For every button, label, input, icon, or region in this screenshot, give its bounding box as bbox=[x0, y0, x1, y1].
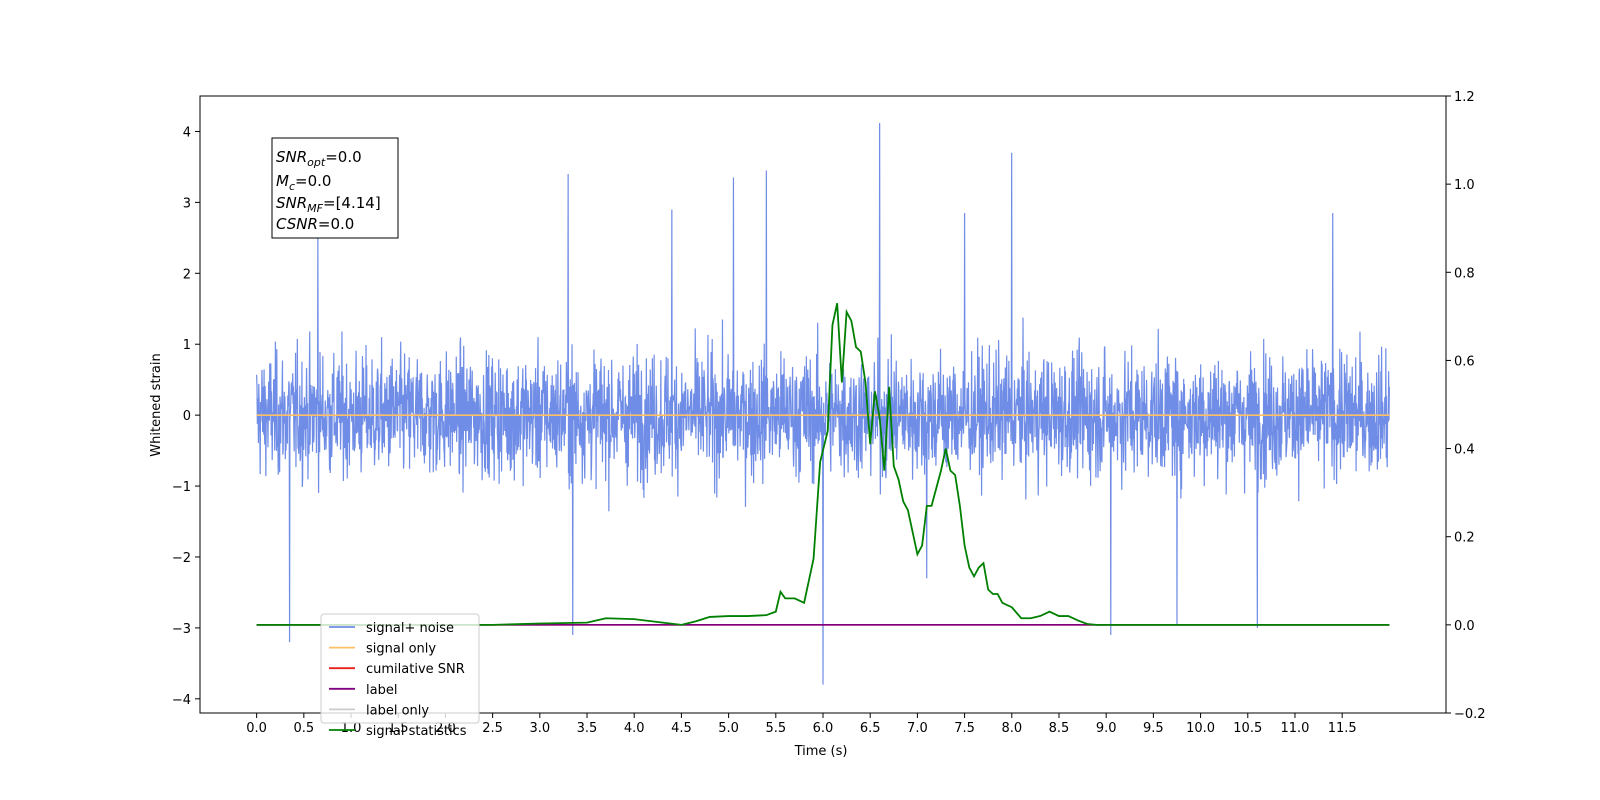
y-right-tick-label: 0.0 bbox=[1454, 619, 1475, 634]
series-signal-statistics bbox=[256, 302, 1390, 626]
x-tick-label: 1.5 bbox=[388, 721, 409, 736]
x-tick-label: 10.5 bbox=[1233, 721, 1262, 736]
x-tick-label: 0.0 bbox=[246, 721, 267, 736]
info-line-csnr: CSNR=0.0 bbox=[276, 215, 354, 233]
x-tick-label: 8.0 bbox=[1001, 721, 1022, 736]
x-tick-label: 0.5 bbox=[293, 721, 314, 736]
legend-label: signal+ noise bbox=[366, 621, 454, 636]
x-tick-label: 9.0 bbox=[1096, 721, 1117, 736]
x-tick-label: 11.0 bbox=[1280, 721, 1309, 736]
x-tick-label: 1.0 bbox=[341, 721, 362, 736]
x-tick-label: 7.5 bbox=[954, 721, 975, 736]
legend-label: signal statistics bbox=[366, 724, 467, 739]
y-left-tick-label: 3 bbox=[183, 196, 191, 211]
x-tick-label: 3.5 bbox=[577, 721, 598, 736]
x-tick-label: 3.0 bbox=[529, 721, 550, 736]
y-right-tick-label: −0.2 bbox=[1454, 707, 1486, 722]
y-right-tick-label: 1.2 bbox=[1454, 90, 1475, 105]
x-tick-label: 9.5 bbox=[1143, 721, 1164, 736]
x-tick-label: 6.0 bbox=[813, 721, 834, 736]
y-right-tick-label: 0.2 bbox=[1454, 531, 1475, 546]
y-right-tick-label: 0.8 bbox=[1454, 266, 1475, 281]
x-tick-label: 7.0 bbox=[907, 721, 928, 736]
x-tick-label: 5.0 bbox=[718, 721, 739, 736]
y-left-tick-label: −1 bbox=[172, 480, 191, 495]
y-right-tick-label: 0.6 bbox=[1454, 354, 1475, 369]
legend-label: label bbox=[366, 683, 397, 698]
y-axis-right-ticks: −0.2 0.0 0.2 0.4 0.6 0.8 1.0 1.2 bbox=[1446, 90, 1486, 722]
legend: signal+ noise signal only cumilative SNR la… bbox=[320, 613, 480, 739]
info-line-snr-mf: SNRMF=[4.14] bbox=[276, 194, 381, 215]
y-axis-left-ticks: −4 −3 −2 −1 0 1 2 3 4 bbox=[172, 125, 200, 708]
x-tick-label: 6.5 bbox=[860, 721, 881, 736]
x-tick-label: 8.5 bbox=[1049, 721, 1070, 736]
y-left-tick-label: 1 bbox=[183, 338, 191, 353]
y-right-tick-label: 0.4 bbox=[1454, 443, 1475, 458]
y-left-tick-label: 0 bbox=[183, 409, 191, 424]
x-tick-label: 10.0 bbox=[1186, 721, 1215, 736]
series-signal-noise bbox=[256, 122, 1390, 685]
x-axis-label: Time (s) bbox=[794, 744, 848, 759]
y-left-tick-label: 2 bbox=[183, 267, 191, 282]
x-axis-ticks: 0.0 0.5 1.0 1.5 2.0 2.5 3.0 3.5 4.0 4.5 5.0 5.5 6.0 6… bbox=[246, 713, 1357, 736]
info-line-mc: Mc=0.0 bbox=[276, 172, 331, 193]
legend-label: cumilative SNR bbox=[366, 662, 465, 677]
x-tick-label: 2.0 bbox=[435, 721, 456, 736]
x-tick-label: 4.5 bbox=[671, 721, 692, 736]
y-axis-left-label: Whitened strain bbox=[149, 353, 164, 456]
y-left-tick-label: −2 bbox=[172, 551, 191, 566]
x-tick-label: 11.5 bbox=[1328, 721, 1357, 736]
info-box: SNRopt=0.0 Mc=0.0 SNRMF=[4.14] CSNR=0.0 bbox=[271, 137, 399, 239]
y-left-tick-label: −4 bbox=[172, 693, 191, 708]
x-tick-label: 4.0 bbox=[624, 721, 645, 736]
x-tick-label: 5.5 bbox=[765, 721, 786, 736]
y-left-tick-label: −3 bbox=[172, 622, 191, 637]
legend-label: signal only bbox=[366, 642, 436, 657]
y-right-tick-label: 1.0 bbox=[1454, 178, 1475, 193]
signal-noise-line bbox=[256, 122, 1390, 685]
y-left-tick-label: 4 bbox=[183, 125, 191, 140]
x-tick-label: 2.5 bbox=[482, 721, 503, 736]
legend-label: label only bbox=[366, 703, 429, 718]
info-line-snr-opt: SNRopt=0.0 bbox=[276, 148, 362, 169]
